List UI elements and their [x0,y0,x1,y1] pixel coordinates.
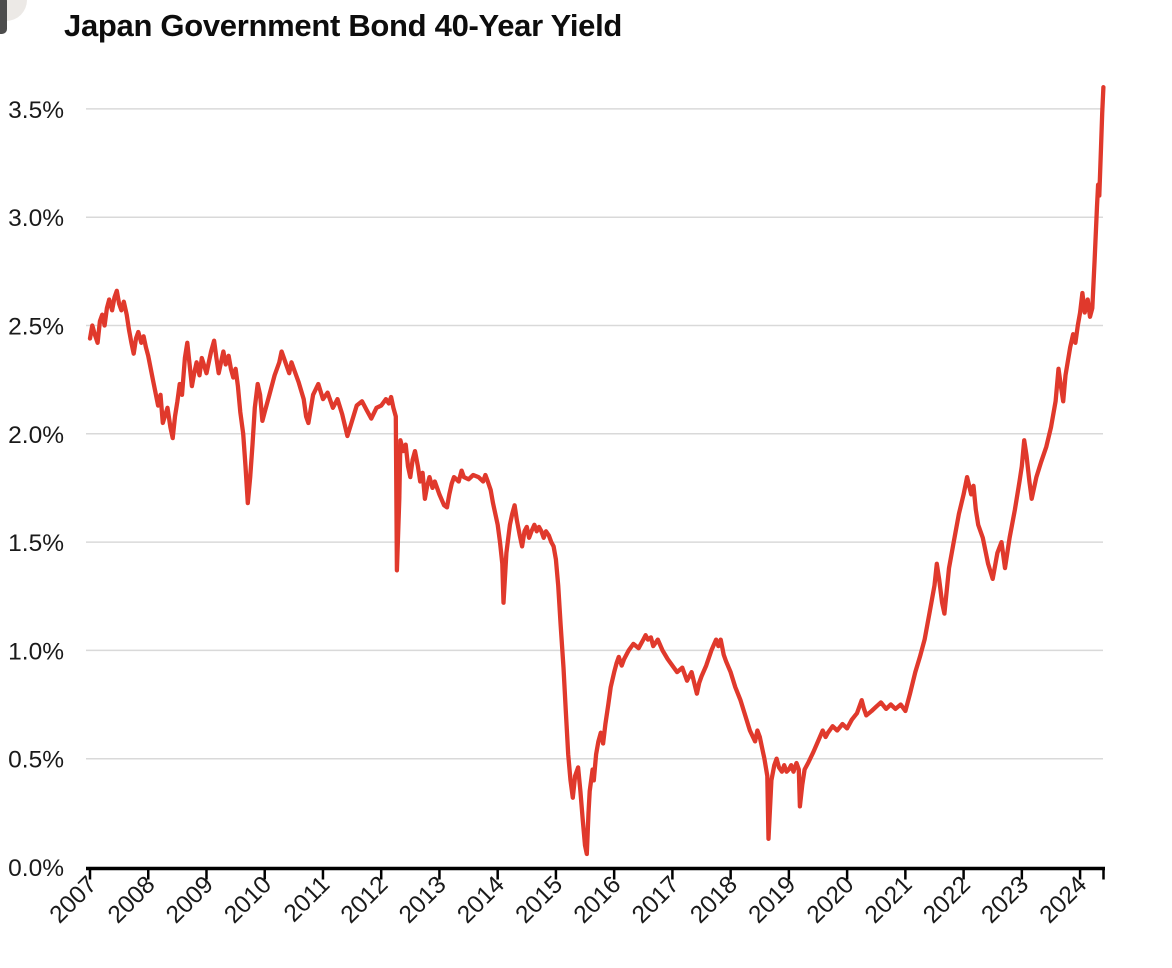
x-tick-label: 2012 [336,871,394,929]
y-tick-label: 0.0% [8,855,64,882]
x-tick-label: 2010 [219,871,277,929]
corner-artifact-sliver [0,0,7,34]
x-tick-label: 2019 [743,871,801,929]
x-tick-label: 2011 [279,871,335,927]
chart-title: Japan Government Bond 40-Year Yield [64,8,623,43]
yield-line-series [87,85,1106,857]
x-axis-labels: 2007 2008 2009 2010 2011 2012 2013 2014 2015 2016… [45,871,1093,929]
x-tick-label: 2024 [1035,871,1093,929]
y-tick-label: 2.5% [8,314,64,341]
x-tick-label: 2009 [161,871,219,929]
y-gridlines [86,108,1103,760]
x-tick-label: 2017 [627,871,685,929]
x-tick-label: 2015 [511,871,569,929]
y-tick-label: 1.5% [8,530,64,557]
y-tick-label: 2.0% [8,422,64,449]
x-tick-label: 2014 [452,871,510,929]
y-axis-labels: 0.0% 0.5% 1.0% 1.5% 2.0% 2.5% 3.0% 3.5% [8,97,64,882]
x-tick-label: 2008 [103,871,161,929]
x-tick-label: 2016 [569,871,627,929]
x-tick-label: 2022 [918,871,976,929]
x-tick-label: 2013 [394,871,452,929]
x-tick-label: 2021 [860,871,918,929]
y-tick-label: 3.0% [8,205,64,232]
x-tick-label: 2018 [685,871,743,929]
x-axis-ticks [88,867,1105,880]
y-tick-label: 1.0% [8,638,64,665]
x-tick-label: 2020 [802,871,860,929]
y-tick-label: 3.5% [8,97,64,124]
x-tick-label: 2023 [976,871,1034,929]
y-tick-label: 0.5% [8,747,64,774]
